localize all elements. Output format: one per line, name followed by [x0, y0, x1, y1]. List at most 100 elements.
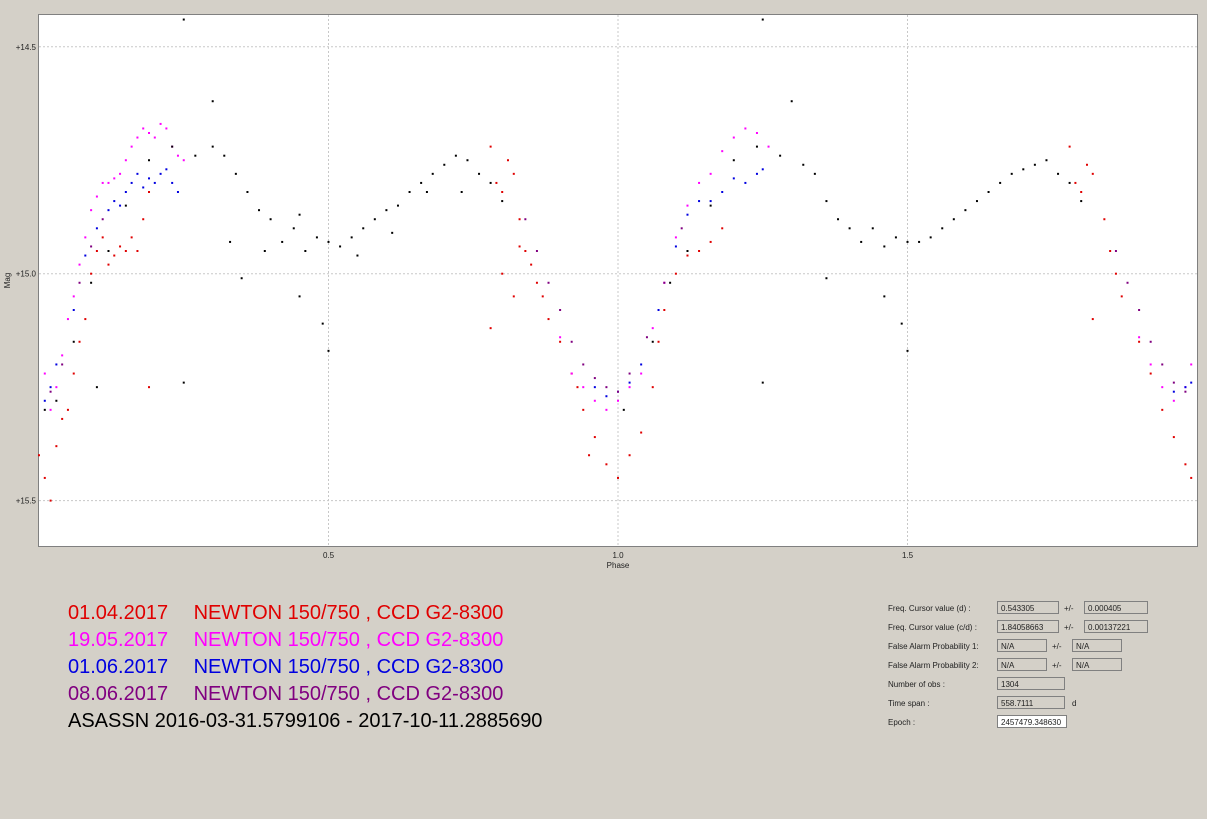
data-point — [628, 454, 631, 457]
data-point — [709, 200, 712, 203]
data-point — [298, 213, 301, 216]
data-point — [686, 204, 689, 207]
fap2-field[interactable]: N/A — [997, 658, 1047, 671]
epoch-field[interactable]: 2457479.348630 — [997, 715, 1067, 728]
data-point — [1161, 386, 1164, 389]
phase-diagram: 0.5 1.0 1.5 +14.5 +15.0 +15.5 Phase Mag — [3, 15, 1197, 570]
x-axis-title: Phase — [607, 561, 630, 570]
data-point — [258, 209, 261, 212]
data-point — [929, 236, 932, 239]
data-point — [657, 340, 660, 343]
data-point — [327, 240, 330, 243]
legend-date: 08.06.2017 — [68, 683, 169, 705]
fap2-error-field[interactable]: N/A — [1072, 658, 1122, 671]
data-point — [55, 399, 58, 402]
data-point — [605, 408, 608, 411]
data-point — [61, 417, 64, 420]
y-tick-label: +15.5 — [16, 497, 37, 506]
data-point — [669, 281, 672, 284]
data-point — [640, 372, 643, 375]
freq-cd-pm: +/- — [1064, 623, 1074, 632]
data-point — [489, 181, 492, 184]
data-point — [593, 377, 596, 380]
data-point — [721, 191, 724, 193]
freq-cd-label: Freq. Cursor value (c/d) : — [888, 623, 977, 632]
freq-d-error-field[interactable]: 0.000405 — [1084, 601, 1148, 614]
data-point — [744, 181, 747, 184]
data-point — [113, 254, 116, 257]
data-point — [61, 354, 64, 357]
legend-row-1: 01.04.2017 NEWTON 150/750 , CCD G2-8300 — [68, 600, 628, 627]
x-tick-label: 1.5 — [902, 551, 914, 560]
data-point — [90, 281, 93, 284]
fap1-field[interactable]: N/A — [997, 639, 1047, 652]
data-point — [489, 327, 492, 330]
data-point — [709, 172, 712, 175]
legend-date: 19.05.2017 — [68, 629, 169, 651]
data-point — [142, 186, 145, 189]
data-point — [1114, 272, 1117, 275]
data-point — [605, 386, 608, 389]
data-point — [171, 181, 174, 184]
data-point — [576, 386, 579, 389]
nobs-row: Number of obs : 1304 — [888, 676, 1188, 695]
data-point — [559, 340, 562, 343]
data-point — [391, 231, 394, 234]
data-point — [755, 145, 758, 148]
data-point — [628, 372, 631, 375]
data-point — [90, 272, 93, 275]
data-point — [987, 191, 990, 193]
timespan-unit: d — [1072, 699, 1077, 708]
data-point — [825, 277, 828, 280]
legend-row-3: 01.06.2017 NEWTON 150/750 , CCD G2-8300 — [68, 654, 628, 681]
data-point — [356, 254, 359, 257]
data-point — [315, 236, 318, 239]
data-point — [657, 309, 660, 311]
data-point — [1149, 372, 1152, 375]
data-point — [1091, 172, 1094, 175]
data-point — [651, 340, 654, 343]
data-point — [1190, 381, 1193, 384]
data-point — [535, 281, 538, 284]
fap2-pm: +/- — [1052, 661, 1062, 670]
data-point — [1190, 476, 1193, 479]
fap1-error-field[interactable]: N/A — [1072, 639, 1122, 652]
data-point — [1149, 340, 1152, 343]
data-point — [182, 18, 185, 21]
data-point — [674, 272, 677, 275]
freq-cd-field[interactable]: 1.84058663 — [997, 620, 1059, 633]
data-point — [495, 181, 498, 184]
data-point — [709, 240, 712, 243]
data-point — [107, 209, 110, 212]
data-point — [1109, 250, 1112, 252]
data-point — [640, 431, 643, 434]
data-point — [1033, 163, 1036, 166]
data-point — [454, 154, 457, 157]
data-point — [617, 399, 619, 402]
data-point — [304, 250, 307, 252]
data-point — [101, 218, 104, 221]
freq-cd-error-field[interactable]: 0.00137221 — [1084, 620, 1148, 633]
timespan-field[interactable]: 558.7111 — [997, 696, 1065, 709]
data-point — [1126, 281, 1129, 284]
legend-row-2: 19.05.2017 NEWTON 150/750 , CCD G2-8300 — [68, 627, 628, 654]
data-point — [686, 250, 689, 252]
data-point — [327, 349, 330, 352]
data-point — [43, 399, 46, 402]
nobs-field[interactable]: 1304 — [997, 677, 1065, 690]
data-point — [860, 240, 863, 243]
freq-d-field[interactable]: 0.543305 — [997, 601, 1059, 614]
data-point — [1114, 250, 1117, 252]
data-point — [1022, 168, 1025, 171]
data-point — [78, 263, 81, 266]
data-point — [547, 318, 550, 321]
data-point — [941, 227, 944, 230]
data-point — [431, 172, 434, 175]
data-point — [443, 163, 446, 166]
data-point — [825, 200, 828, 203]
data-point — [339, 245, 342, 248]
data-point — [211, 100, 214, 103]
data-point — [698, 250, 701, 252]
data-point — [107, 263, 110, 266]
data-point — [1172, 390, 1175, 393]
